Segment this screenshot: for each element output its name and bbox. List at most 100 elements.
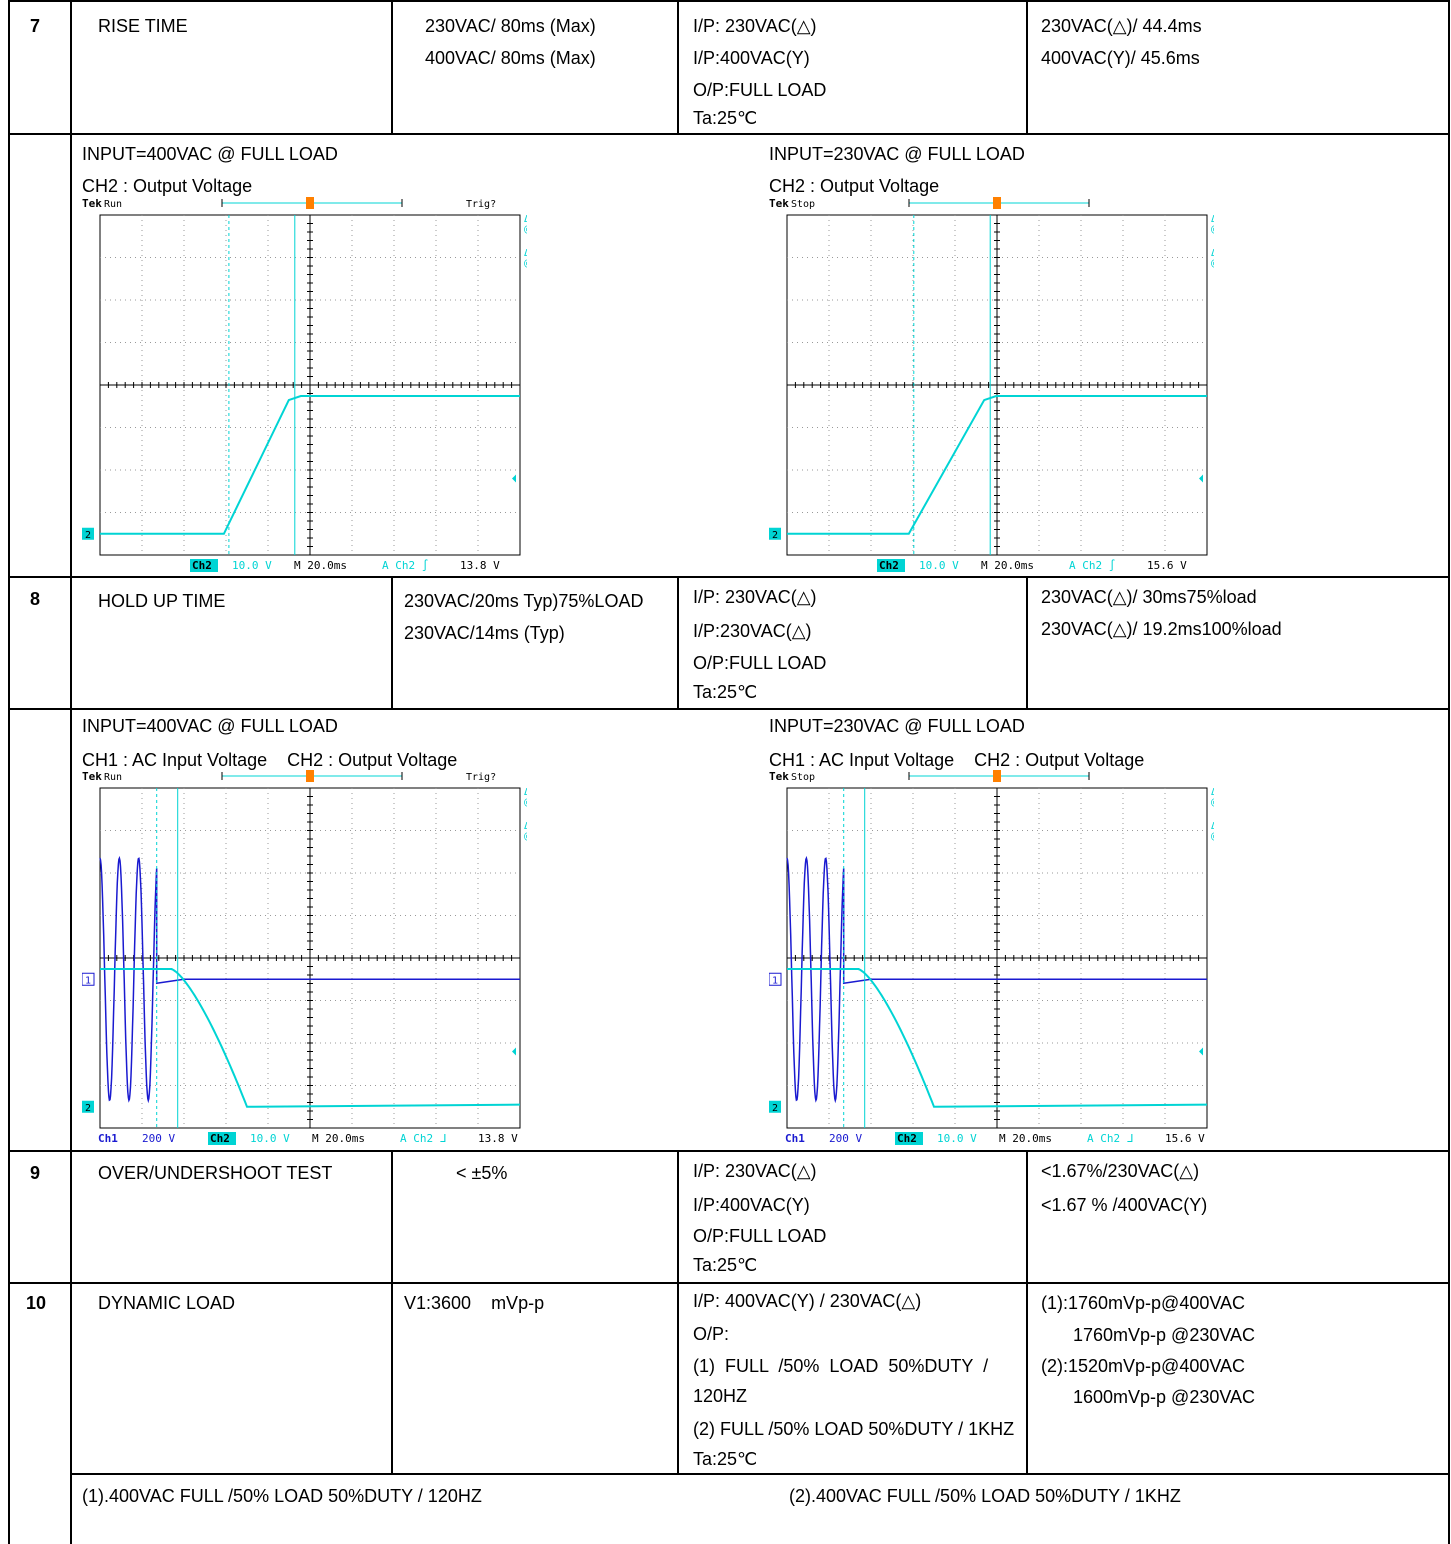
row-8-item: HOLD UP TIME [98,591,226,611]
row-9-cond-3: O/P:FULL LOAD [693,1226,827,1246]
row-10-result-1: (1):1760mVp-p@400VAC [1041,1293,1246,1313]
ch1-scale: 200 V [829,1132,862,1145]
trigger-level: 15.6 V [1165,1132,1205,1145]
ch2-ground-marker-label: 2 [85,530,91,541]
ch2-output-voltage-trace [787,395,1207,535]
graticule [786,787,1208,1129]
ch1-ground-marker [82,972,95,986]
row-8-cond-1: I/P: 230VAC(△) [693,587,817,607]
graticule [786,214,1208,556]
ch2-ground-marker [82,1100,94,1113]
ch2-label: Ch2 [210,1132,230,1145]
cursor-readout-label: Δ: [524,248,527,259]
ch2-ground-marker-label: 2 [772,1103,778,1114]
row-10-result-4: 1600mVp-p @230VAC [1073,1387,1256,1407]
cursor-readout-label: @: [1211,258,1214,269]
graticule [99,214,521,556]
ch1-label: Ch1 [98,1132,118,1145]
trigger-level: 13.8 V [460,559,500,572]
rise-left-caption-1: INPUT=400VAC @ FULL LOAD [82,144,338,164]
ch2-ground-marker-label: 2 [772,530,778,541]
hold-left-caption-1: INPUT=400VAC @ FULL LOAD [82,716,338,736]
dynamic-right-caption: (2).400VAC FULL /50% LOAD 50%DUTY / 1KHZ [789,1486,1181,1506]
cursor-readout-label: @: [1211,224,1214,235]
row-7-cond-2: I/P:400VAC(Y) [693,48,810,68]
row-7-result-1: 230VAC(△)/ 44.4ms [1041,16,1202,36]
ch2-output-voltage-trace [100,968,521,1108]
timebase: M 20.0ms [312,1132,365,1145]
cursor-readout-label: @: [524,831,527,842]
cursor-readout-label: @: [1211,831,1214,842]
ch2-output-voltage-trace [100,395,520,535]
row-9-number: 9 [30,1163,41,1183]
row-10-spec: V1:3600 mVp-p [404,1293,545,1313]
row-8-result-2: 230VAC(△)/ 19.2ms100%load [1041,619,1282,639]
ch1-ground-marker [769,972,782,986]
rise-left-caption-2: CH2 : Output Voltage [82,176,253,196]
row-10-cond-1: I/P: 400VAC(Y) / 230VAC(△) [693,1291,922,1311]
ch2-scale: 10.0 V [919,559,959,572]
trigger-point-marker [993,197,1001,209]
row-8-spec-1: 230VAC/20ms Typ)75%LOAD [404,591,644,611]
row-8-result-1: 230VAC(△)/ 30ms75%load [1041,587,1257,607]
scope-brand: Tek [82,770,102,783]
scope-hold-230vac: TekStopΔ:3.60 V@:32.4 VΔ:19.2ms@:−26.4ms… [769,770,1214,1145]
row-8-cond-4: Ta:25℃ [693,682,758,702]
trigger-level: 13.8 V [478,1132,518,1145]
ch2-scale: 10.0 V [250,1132,290,1145]
scope-state: Run [104,199,122,210]
ch2-label-background [190,559,218,572]
row-9-item: OVER/UNDERSHOOT TEST [98,1163,333,1183]
trigger-source: A Ch2 ∫ [1069,559,1116,572]
row-10-cond-4: 120HZ [693,1386,748,1406]
row-7-result-2: 400VAC(Y)/ 45.6ms [1041,48,1200,68]
timebase: M 20.0ms [294,559,347,572]
ch2-label: Ch2 [192,559,212,572]
ch1-scale: 200 V [142,1132,175,1145]
cursor-readout-label: Δ: [1211,821,1214,832]
row-8-cond-3: O/P:FULL LOAD [693,653,827,673]
ch2-scale: 10.0 V [232,559,272,572]
row-7-cond-1: I/P: 230VAC(△) [693,16,817,36]
trigger-level: 15.6 V [1147,559,1187,572]
trigger-point-marker [993,770,1001,782]
scope-display: TekStopΔ:3.60 V@:32.4 VΔ:19.2ms@:−26.4ms… [769,770,1214,1145]
ch2-label-background [895,1132,923,1145]
row-10-result-2: 1760mVp-p @230VAC [1073,1325,1256,1345]
rise-right-caption-2: CH2 : Output Voltage [769,176,940,196]
row-9-result-2: <1.67 % /400VAC(Y) [1041,1195,1208,1215]
row-10-result-3: (2):1520mVp-p@400VAC [1041,1356,1246,1376]
cursor-readout-label: @: [1211,797,1214,808]
dynamic-left-caption: (1).400VAC FULL /50% LOAD 50%DUTY / 120H… [82,1486,482,1506]
timebase: M 20.0ms [999,1132,1052,1145]
ch1-ground-marker-label: 1 [85,975,91,986]
ch2-ground-marker-label: 2 [85,1103,91,1114]
trigger-level-arrow [1199,474,1203,483]
hold-right-caption-2: CH1 : AC Input Voltage CH2 : Output Volt… [769,750,1145,770]
trigger-level-arrow [1199,1047,1203,1056]
row-7-number: 7 [30,16,41,36]
trigger-source: A Ch2 ᒧ [400,1132,446,1145]
trigger-point-marker [306,197,314,209]
rise-right-caption-1: INPUT=230VAC @ FULL LOAD [769,144,1025,164]
trigger-source: A Ch2 ∫ [382,559,429,572]
row-8-number: 8 [30,589,41,609]
scope-brand: Tek [769,197,789,210]
ch2-ground-marker [769,527,781,540]
row-7-item: RISE TIME [98,16,188,36]
scope-state: Run [104,772,122,783]
ch1-ac-input-trace [786,855,1207,1104]
row-9-cond-4: Ta:25℃ [693,1255,758,1275]
row-7-cond-4: Ta:25℃ [693,108,758,128]
timebase: M 20.0ms [981,559,1034,572]
row-9-cond-2: I/P:400VAC(Y) [693,1195,810,1215]
row-7-spec-2: 400VAC/ 80ms (Max) [425,48,596,68]
row-10-cond-5: (2) FULL /50% LOAD 50%DUTY / 1KHZ [693,1419,1015,1439]
hold-left-caption-2: CH1 : AC Input Voltage CH2 : Output Volt… [82,750,458,770]
ch2-label-background [877,559,905,572]
row-10-cond-6: Ta:25℃ [693,1449,758,1469]
cursor-readout-label: @: [524,258,527,269]
